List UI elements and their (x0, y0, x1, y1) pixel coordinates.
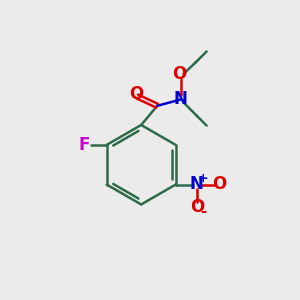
Text: O: O (129, 85, 143, 103)
Text: O: O (172, 65, 186, 83)
Text: N: N (174, 90, 188, 108)
Text: methyl: methyl (196, 60, 201, 61)
Text: O: O (212, 175, 226, 193)
Text: O: O (190, 198, 205, 216)
Text: N: N (190, 175, 204, 193)
Text: F: F (79, 136, 90, 154)
Text: -: - (200, 204, 206, 219)
Text: +: + (197, 172, 208, 184)
